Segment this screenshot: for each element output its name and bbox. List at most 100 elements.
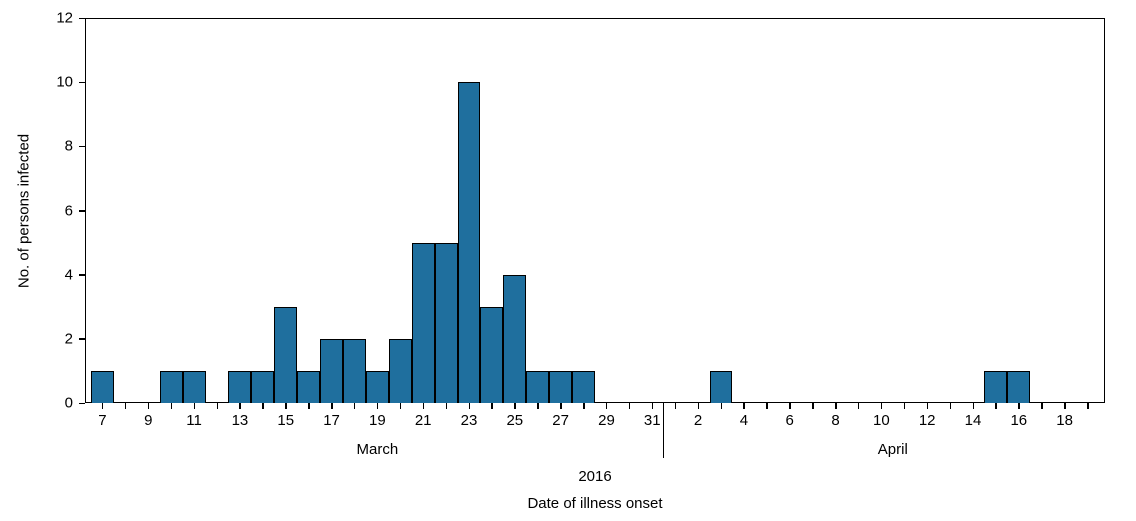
month-divider [663, 403, 665, 458]
x-tick-mark [331, 403, 333, 409]
x-tick-label: 13 [232, 412, 249, 429]
x-tick-mark [812, 403, 814, 409]
x-tick-mark [743, 403, 745, 409]
x-tick-mark [560, 403, 562, 409]
x-tick-label: 12 [919, 412, 936, 429]
x-tick-mark [1041, 403, 1043, 409]
x-tick-label: 16 [1010, 412, 1027, 429]
x-tick-mark [148, 403, 150, 409]
x-tick-mark [583, 403, 585, 409]
x-tick-mark [1018, 403, 1020, 409]
x-tick-mark [721, 403, 723, 409]
data-bar [320, 339, 343, 403]
x-tick-mark [606, 403, 608, 409]
x-tick-mark [469, 403, 471, 409]
x-tick-mark [491, 403, 493, 409]
year-label: 2016 [578, 468, 611, 485]
bars-layer [85, 18, 1105, 403]
x-tick-mark [537, 403, 539, 409]
data-bar [412, 243, 435, 403]
x-tick-label: 14 [965, 412, 982, 429]
x-tick-label: 31 [644, 412, 661, 429]
data-bar [389, 339, 412, 403]
x-tick-label: 21 [415, 412, 432, 429]
data-bar [343, 339, 366, 403]
data-bar [228, 371, 251, 403]
x-tick-mark [698, 403, 700, 409]
y-tick-label: 0 [0, 395, 73, 412]
x-tick-mark [652, 403, 654, 409]
x-tick-mark [858, 403, 860, 409]
x-tick-mark [995, 403, 997, 409]
x-tick-mark [377, 403, 379, 409]
data-bar [91, 371, 114, 403]
data-bar [366, 371, 389, 403]
data-bar [710, 371, 733, 403]
data-bar [480, 307, 503, 403]
data-bar [503, 275, 526, 403]
data-bar [984, 371, 1007, 403]
data-bar [183, 371, 206, 403]
x-tick-label: 10 [873, 412, 890, 429]
x-tick-label: 17 [323, 412, 340, 429]
x-tick-mark [423, 403, 425, 409]
x-tick-label: 11 [186, 412, 202, 429]
x-tick-label: 29 [598, 412, 615, 429]
y-tick-label: 10 [0, 74, 73, 91]
x-tick-mark [1064, 403, 1066, 409]
y-tick-label: 4 [0, 266, 73, 283]
x-tick-mark [835, 403, 837, 409]
x-tick-label: 4 [740, 412, 748, 429]
epidemic-curve-chart: No. of persons infected Date of illness … [0, 0, 1136, 521]
month-label: April [878, 441, 908, 458]
x-tick-label: 25 [506, 412, 523, 429]
x-tick-mark [354, 403, 356, 409]
x-axis-title: Date of illness onset [527, 495, 662, 512]
data-bar [297, 371, 320, 403]
x-tick-mark [194, 403, 196, 409]
x-tick-mark [285, 403, 287, 409]
x-tick-label: 6 [786, 412, 794, 429]
x-tick-label: 23 [461, 412, 478, 429]
x-tick-mark [675, 403, 677, 409]
y-tick-label: 2 [0, 330, 73, 347]
x-tick-label: 27 [552, 412, 569, 429]
x-tick-mark [102, 403, 104, 409]
x-tick-mark [904, 403, 906, 409]
x-tick-mark [171, 403, 173, 409]
x-tick-mark [514, 403, 516, 409]
x-tick-mark [239, 403, 241, 409]
data-bar [572, 371, 595, 403]
y-tick-label: 12 [0, 10, 73, 27]
data-bar [435, 243, 458, 403]
x-tick-mark [950, 403, 952, 409]
data-bar [1007, 371, 1030, 403]
x-tick-mark [927, 403, 929, 409]
y-tick-label: 8 [0, 138, 73, 155]
data-bar [549, 371, 572, 403]
x-tick-mark [629, 403, 631, 409]
x-tick-mark [217, 403, 219, 409]
x-tick-mark [125, 403, 127, 409]
x-tick-mark [766, 403, 768, 409]
x-tick-label: 18 [1056, 412, 1073, 429]
x-tick-label: 9 [144, 412, 152, 429]
x-tick-label: 2 [694, 412, 702, 429]
data-bar [251, 371, 274, 403]
month-label: March [357, 441, 399, 458]
x-tick-label: 7 [98, 412, 106, 429]
x-tick-mark [308, 403, 310, 409]
data-bar [458, 82, 481, 403]
x-tick-mark [1087, 403, 1089, 409]
x-tick-mark [400, 403, 402, 409]
x-tick-mark [789, 403, 791, 409]
x-tick-label: 15 [277, 412, 294, 429]
x-tick-mark [881, 403, 883, 409]
x-tick-label: 8 [831, 412, 839, 429]
x-tick-mark [446, 403, 448, 409]
data-bar [526, 371, 549, 403]
data-bar [274, 307, 297, 403]
y-tick-label: 6 [0, 202, 73, 219]
x-tick-mark [262, 403, 264, 409]
x-tick-label: 19 [369, 412, 386, 429]
